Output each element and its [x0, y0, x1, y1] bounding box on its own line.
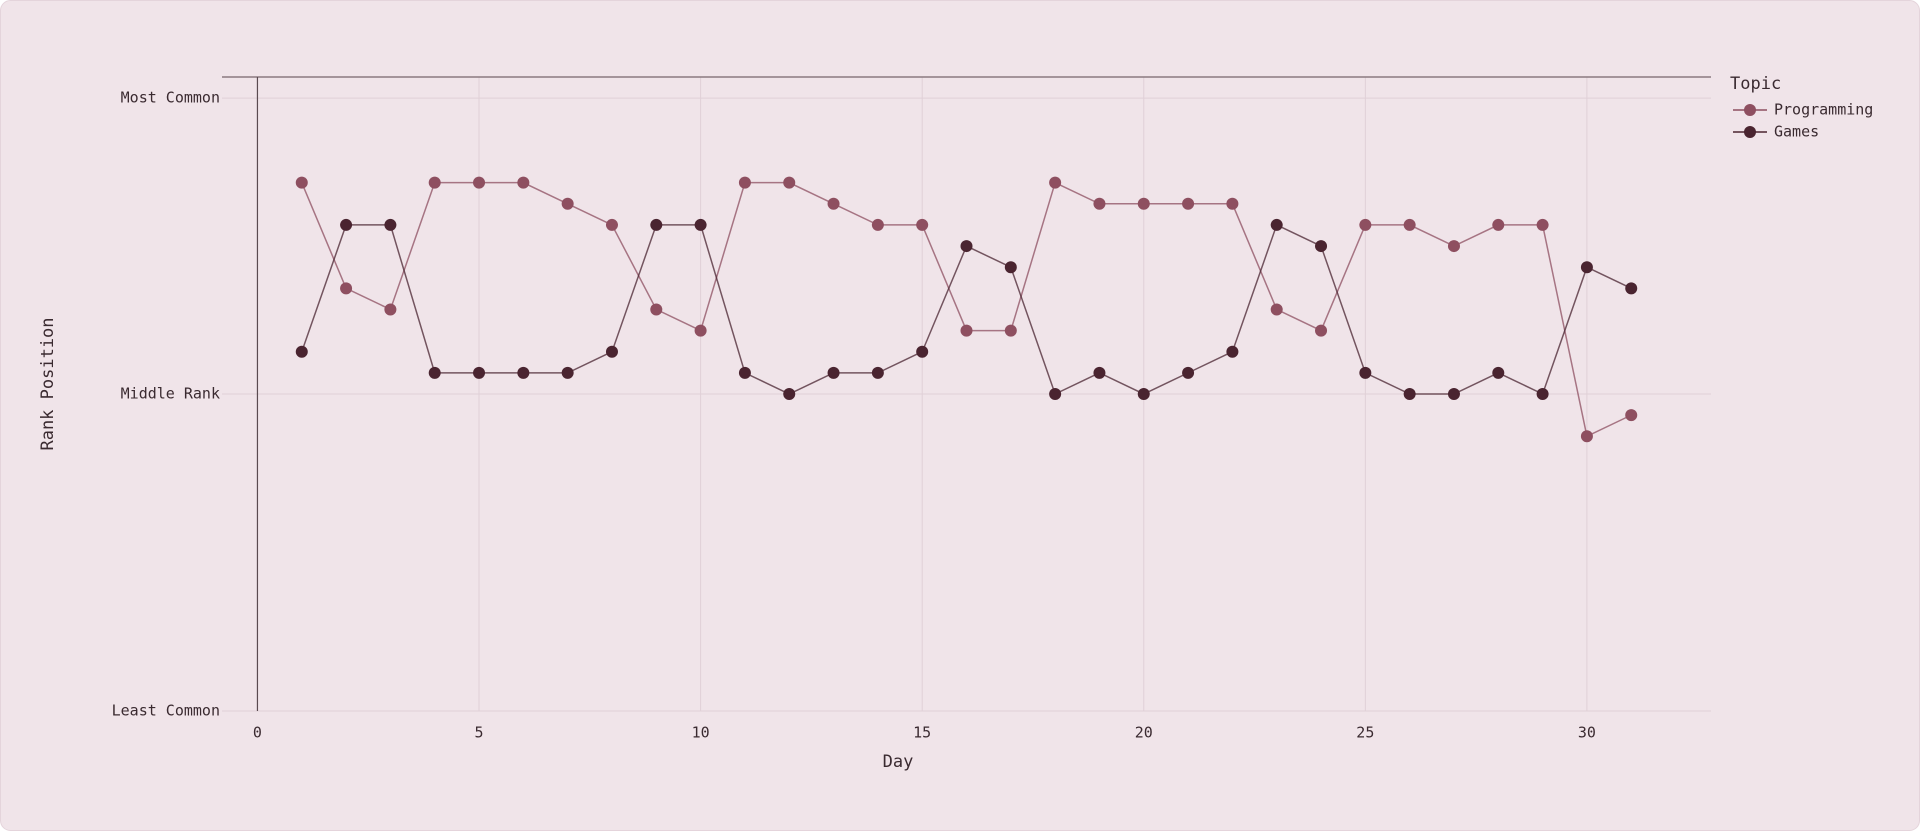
data-point — [1492, 366, 1505, 379]
data-point — [650, 218, 663, 231]
data-point — [916, 345, 929, 358]
data-point — [1093, 366, 1106, 379]
data-point — [1580, 261, 1593, 274]
data-point — [694, 324, 707, 337]
data-point — [1093, 197, 1106, 210]
data-point — [517, 176, 530, 189]
y-axis-title: Rank Position — [38, 317, 58, 450]
data-point — [650, 303, 663, 316]
x-tick-label: 10 — [692, 724, 710, 742]
data-point — [561, 197, 574, 210]
data-point — [295, 176, 308, 189]
data-point — [428, 366, 441, 379]
data-point — [738, 176, 751, 189]
data-point — [340, 282, 353, 295]
data-point — [428, 176, 441, 189]
data-point — [473, 176, 486, 189]
x-tick-label: 30 — [1578, 724, 1596, 742]
data-point — [1492, 218, 1505, 231]
data-point — [1359, 366, 1372, 379]
data-point — [1625, 282, 1638, 295]
legend-marker — [1744, 104, 1756, 116]
x-tick-label: 0 — [253, 724, 262, 742]
data-point — [473, 366, 486, 379]
data-point — [384, 303, 397, 316]
data-point — [1447, 388, 1460, 400]
y-tick-label: Least Common — [112, 702, 220, 720]
data-point — [738, 366, 751, 379]
data-point — [1315, 240, 1328, 253]
data-point — [1580, 430, 1593, 443]
x-axis-title: Day — [883, 752, 914, 772]
data-point — [827, 197, 840, 210]
data-point — [1182, 197, 1195, 210]
data-point — [960, 240, 973, 253]
data-point — [1270, 218, 1283, 231]
data-point — [1270, 303, 1283, 316]
data-point — [605, 345, 618, 358]
data-point — [1625, 409, 1638, 422]
x-tick-label: 25 — [1356, 724, 1374, 742]
data-point — [1315, 324, 1328, 337]
legend-title: Topic — [1730, 74, 1781, 94]
data-point — [517, 366, 530, 379]
data-point — [1226, 197, 1239, 210]
data-point — [1137, 197, 1150, 210]
data-point — [1226, 345, 1239, 358]
y-tick-label: Most Common — [121, 89, 220, 107]
data-point — [1049, 176, 1062, 189]
x-tick-label: 5 — [475, 724, 484, 742]
data-point — [1182, 366, 1195, 379]
data-point — [916, 218, 929, 231]
y-tick-label: Middle Rank — [121, 385, 220, 403]
data-point — [1403, 218, 1416, 231]
data-point — [783, 176, 796, 189]
data-point — [1447, 240, 1460, 253]
data-point — [1359, 218, 1372, 231]
data-point — [295, 345, 308, 358]
x-tick-label: 20 — [1135, 724, 1153, 742]
data-point — [871, 366, 884, 379]
data-point — [1004, 261, 1017, 274]
legend-marker — [1744, 126, 1756, 138]
data-point — [605, 218, 618, 231]
data-point — [1137, 388, 1150, 400]
data-point — [1536, 218, 1549, 231]
data-point — [561, 366, 574, 379]
data-point — [871, 218, 884, 231]
data-point — [1004, 324, 1017, 337]
data-point — [827, 366, 840, 379]
data-point — [783, 388, 796, 400]
data-point — [1536, 388, 1549, 400]
data-point — [340, 218, 353, 231]
data-point — [384, 218, 397, 231]
x-tick-label: 15 — [913, 724, 931, 742]
data-point — [960, 324, 973, 337]
legend-label: Games — [1774, 123, 1819, 141]
data-point — [1403, 388, 1416, 400]
legend-label: Programming — [1774, 101, 1873, 119]
data-point — [694, 218, 707, 231]
data-point — [1049, 388, 1062, 400]
